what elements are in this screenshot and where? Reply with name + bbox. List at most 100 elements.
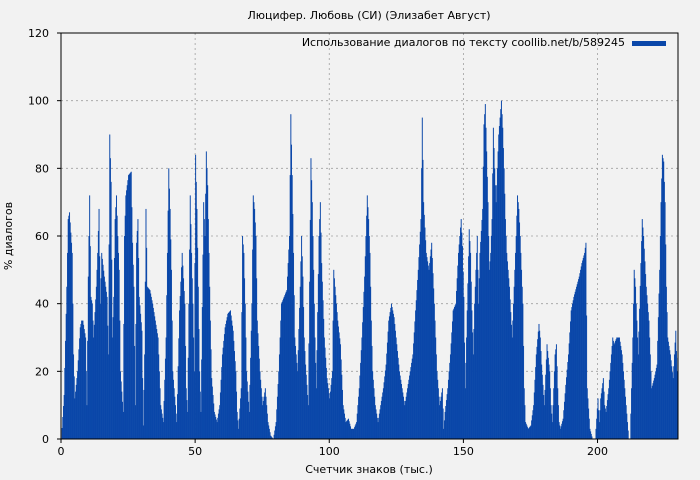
data-bar: [334, 286, 336, 439]
data-bar: [80, 323, 82, 439]
data-bar: [228, 312, 230, 439]
data-bar: [601, 388, 603, 439]
data-bar: [325, 357, 327, 439]
data-bar: [393, 317, 395, 439]
data-bar: [335, 303, 337, 439]
data-bar: [150, 296, 152, 439]
data-bar: [232, 330, 234, 439]
data-bar: [535, 367, 537, 439]
data-bar: [148, 288, 150, 439]
data-bar: [69, 222, 71, 439]
data-bar: [241, 312, 243, 439]
data-bar: [378, 413, 380, 439]
data-bar: [126, 190, 128, 439]
data-bar: [363, 291, 365, 439]
data-bar: [662, 158, 664, 439]
data-bar: [189, 195, 191, 439]
data-bar: [520, 252, 522, 439]
data-bar: [143, 389, 145, 439]
data-bar: [348, 421, 350, 439]
data-bar: [219, 392, 221, 439]
data-bar: [516, 215, 518, 439]
data-bar: [335, 295, 337, 439]
data-bar: [282, 300, 284, 439]
data-bar: [120, 381, 122, 439]
data-bar: [435, 337, 437, 439]
data-bar: [121, 391, 123, 439]
data-bar: [368, 219, 370, 439]
data-bar: [138, 257, 140, 439]
data-bar: [360, 350, 362, 439]
data-bar: [195, 181, 197, 439]
data-bar: [151, 300, 153, 439]
data-bar: [164, 358, 166, 439]
data-bar: [174, 396, 176, 439]
data-bar: [608, 388, 610, 439]
data-bar: [160, 409, 162, 439]
data-bar: [179, 310, 181, 439]
data-bar: [637, 337, 639, 439]
data-bar: [254, 208, 256, 439]
data-bar: [132, 242, 134, 439]
data-bar: [610, 362, 612, 439]
data-bar: [646, 295, 648, 439]
data-bar: [421, 117, 423, 439]
data-bar: [483, 124, 485, 439]
data-bar: [635, 286, 637, 439]
data-bar: [407, 388, 409, 439]
data-bar: [162, 422, 164, 439]
data-bar: [655, 371, 657, 439]
data-bar: [249, 384, 251, 439]
data-bar: [511, 324, 512, 439]
data-bar: [226, 317, 228, 439]
data-bar: [310, 158, 312, 439]
data-bar: [399, 375, 401, 439]
data-bar: [293, 252, 295, 439]
x-tick-label: 100: [319, 445, 340, 458]
data-bar: [455, 303, 457, 439]
data-bar: [199, 371, 201, 439]
data-bar: [274, 430, 276, 439]
data-bar: [243, 252, 245, 439]
data-bar: [580, 266, 582, 439]
data-bar: [77, 360, 79, 439]
data-bar: [639, 285, 641, 439]
data-bar: [414, 321, 416, 439]
data-bar: [302, 276, 304, 439]
data-bar: [563, 401, 565, 439]
data-bar: [554, 354, 556, 439]
data-bar: [657, 317, 659, 439]
data-bar: [451, 332, 453, 439]
data-bar: [99, 303, 101, 439]
data-bar: [424, 227, 426, 439]
data-bar: [540, 351, 542, 439]
data-bar: [122, 401, 123, 439]
data-bar: [127, 180, 129, 440]
data-bar: [201, 359, 203, 439]
data-bar: [439, 400, 441, 439]
data-bar: [312, 236, 314, 439]
data-bar: [319, 202, 321, 439]
data-bar: [634, 278, 636, 439]
data-bar: [165, 337, 167, 439]
data-bar: [604, 405, 606, 439]
data-bar: [470, 281, 472, 439]
data-bar: [360, 362, 362, 439]
data-bar: [415, 300, 417, 439]
data-bar: [586, 315, 588, 439]
data-bar: [417, 279, 419, 439]
legend-swatch: [632, 41, 666, 46]
data-bar: [561, 423, 563, 439]
data-bar: [390, 307, 392, 439]
data-bar: [154, 320, 156, 439]
data-bar: [523, 388, 525, 439]
data-bar: [364, 256, 366, 439]
data-bar: [280, 320, 282, 439]
data-bar: [649, 337, 651, 439]
data-bar: [431, 242, 433, 439]
data-bar: [670, 360, 672, 439]
data-bar: [608, 379, 610, 439]
data-bar: [498, 126, 500, 440]
data-bar: [515, 236, 517, 439]
data-bar: [526, 425, 528, 439]
